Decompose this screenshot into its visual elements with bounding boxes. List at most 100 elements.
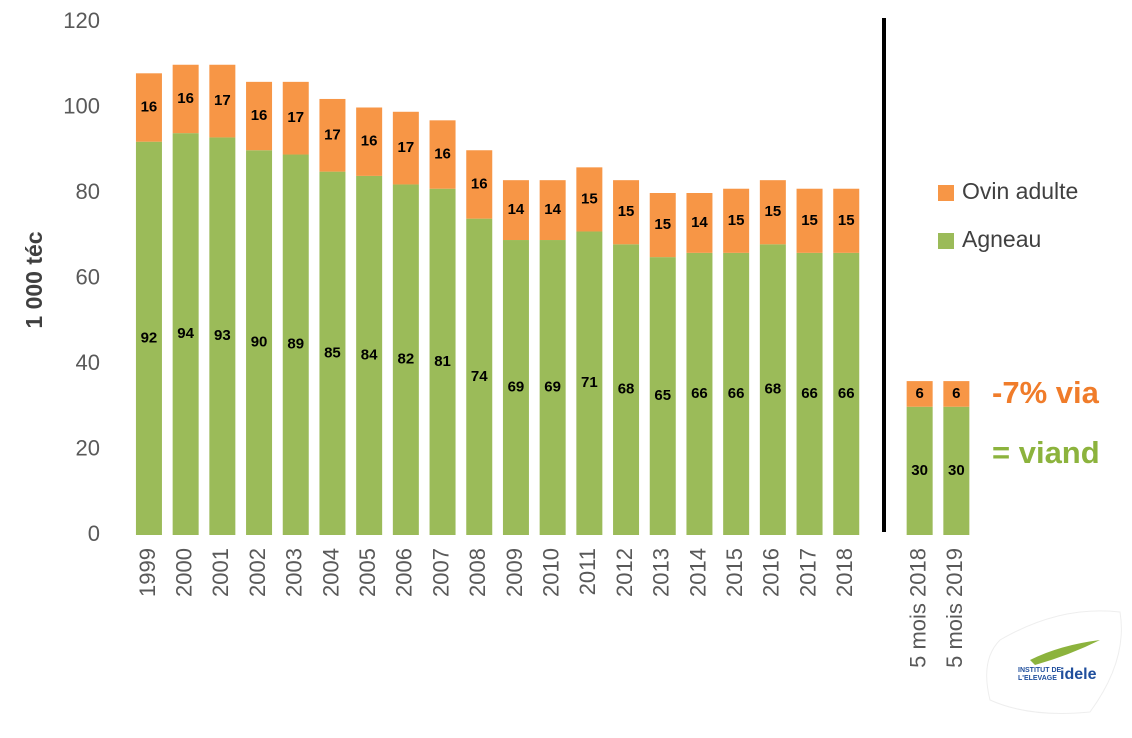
logo-text: L'ELEVAGE: [1018, 675, 1057, 682]
x-tick-label: 2002: [245, 548, 270, 597]
value-label: 15: [728, 212, 745, 229]
value-label: 85: [324, 344, 341, 361]
value-label: 68: [618, 381, 635, 398]
bar-segment: [833, 188, 860, 253]
value-label: 17: [214, 92, 231, 109]
value-label: 74: [471, 368, 488, 385]
value-label: 16: [434, 145, 451, 162]
value-label: 16: [141, 98, 158, 115]
y-axis-title: 1 000 téc: [21, 231, 47, 328]
bar-segment: [576, 167, 603, 232]
value-label: 68: [765, 381, 782, 398]
bar-segment: [723, 252, 750, 535]
annotation: -7% via: [992, 375, 1100, 410]
bar-segment: [392, 111, 419, 185]
bar-segment: [246, 150, 273, 535]
value-label: 15: [618, 203, 635, 220]
x-tick-label: 2013: [649, 548, 674, 597]
bar-segment: [429, 188, 456, 535]
logo-brand: idele: [1060, 666, 1097, 683]
value-label: 69: [508, 378, 525, 395]
y-tick-label: 80: [76, 179, 100, 204]
bar-segment: [686, 252, 713, 535]
bar-segment: [209, 137, 236, 536]
value-label: 93: [214, 327, 231, 344]
bar-segment: [833, 252, 860, 535]
bar-segment: [686, 193, 713, 253]
bar-segment: [943, 381, 970, 407]
value-label: 66: [838, 385, 855, 402]
value-label: 15: [838, 212, 855, 229]
bar-segment: [723, 188, 750, 253]
bar-segment: [649, 257, 676, 535]
bar-segment: [246, 81, 273, 151]
x-tick-label: 2011: [575, 548, 600, 595]
bar-segment: [906, 381, 933, 407]
logo: INSTITUT DE L'ELEVAGE idele: [986, 610, 1122, 714]
value-label: 81: [434, 353, 451, 370]
value-label: 94: [177, 325, 194, 342]
bar-segment: [356, 175, 383, 535]
value-label: 15: [654, 216, 671, 233]
x-tick-label: 5 mois 2019: [942, 548, 967, 668]
y-tick-label: 0: [88, 521, 100, 546]
x-tick-label: 2014: [685, 548, 710, 597]
x-tick-label: 2008: [465, 548, 490, 597]
value-label: 66: [691, 385, 708, 402]
bar-segment: [172, 64, 199, 134]
bar-segment: [613, 244, 640, 536]
value-label: 15: [801, 212, 818, 229]
value-label: 66: [728, 385, 745, 402]
x-tick-label: 2006: [392, 548, 417, 597]
logo-text: INSTITUT DE: [1018, 667, 1061, 674]
value-label: 82: [398, 351, 415, 368]
bar-segment: [943, 406, 970, 535]
y-tick-label: 20: [76, 435, 100, 460]
x-tick-label: 2003: [282, 548, 307, 597]
value-label: 17: [324, 126, 341, 143]
x-tick-label: 2018: [832, 548, 857, 597]
bar-segment: [356, 107, 383, 176]
bar-segment: [319, 98, 346, 172]
value-label: 16: [251, 107, 268, 124]
bar-segment: [502, 240, 529, 535]
bar-segment: [319, 171, 346, 535]
value-label: 30: [911, 462, 928, 479]
value-label: 17: [287, 109, 304, 126]
x-tick-label: 5 mois 2018: [905, 548, 930, 668]
bar-segment: [796, 252, 823, 535]
value-label: 16: [471, 175, 488, 192]
x-tick-label: 2015: [722, 548, 747, 597]
value-label: 89: [287, 336, 304, 353]
bar-segment: [906, 406, 933, 535]
value-label: 16: [361, 133, 378, 150]
value-label: 69: [544, 378, 561, 395]
value-label: 84: [361, 346, 378, 363]
bar-segment: [282, 81, 309, 155]
y-tick-label: 100: [63, 93, 100, 118]
value-label: 16: [177, 90, 194, 107]
value-label: 14: [508, 201, 525, 218]
value-label: 90: [251, 334, 268, 351]
bar-segment: [759, 180, 786, 245]
legend-label: Agneau: [962, 226, 1041, 252]
x-tick-label: 2007: [428, 548, 453, 597]
value-label: 15: [765, 203, 782, 220]
bar-segment: [576, 231, 603, 535]
value-label: 17: [398, 139, 415, 156]
y-tick-label: 60: [76, 264, 100, 289]
annotation: = viand: [992, 435, 1100, 470]
bar-segment: [466, 218, 493, 535]
value-label: 65: [654, 387, 671, 404]
x-tick-label: 1999: [135, 548, 160, 597]
x-tick-label: 2000: [171, 548, 196, 597]
bar-segment: [135, 73, 162, 142]
logo-swoosh: [1030, 640, 1100, 665]
value-label: 6: [952, 385, 960, 402]
value-label: 30: [948, 462, 965, 479]
y-tick-label: 120: [63, 8, 100, 33]
bar-segment: [759, 244, 786, 536]
x-tick-label: 2004: [318, 548, 343, 597]
value-label: 92: [141, 329, 158, 346]
